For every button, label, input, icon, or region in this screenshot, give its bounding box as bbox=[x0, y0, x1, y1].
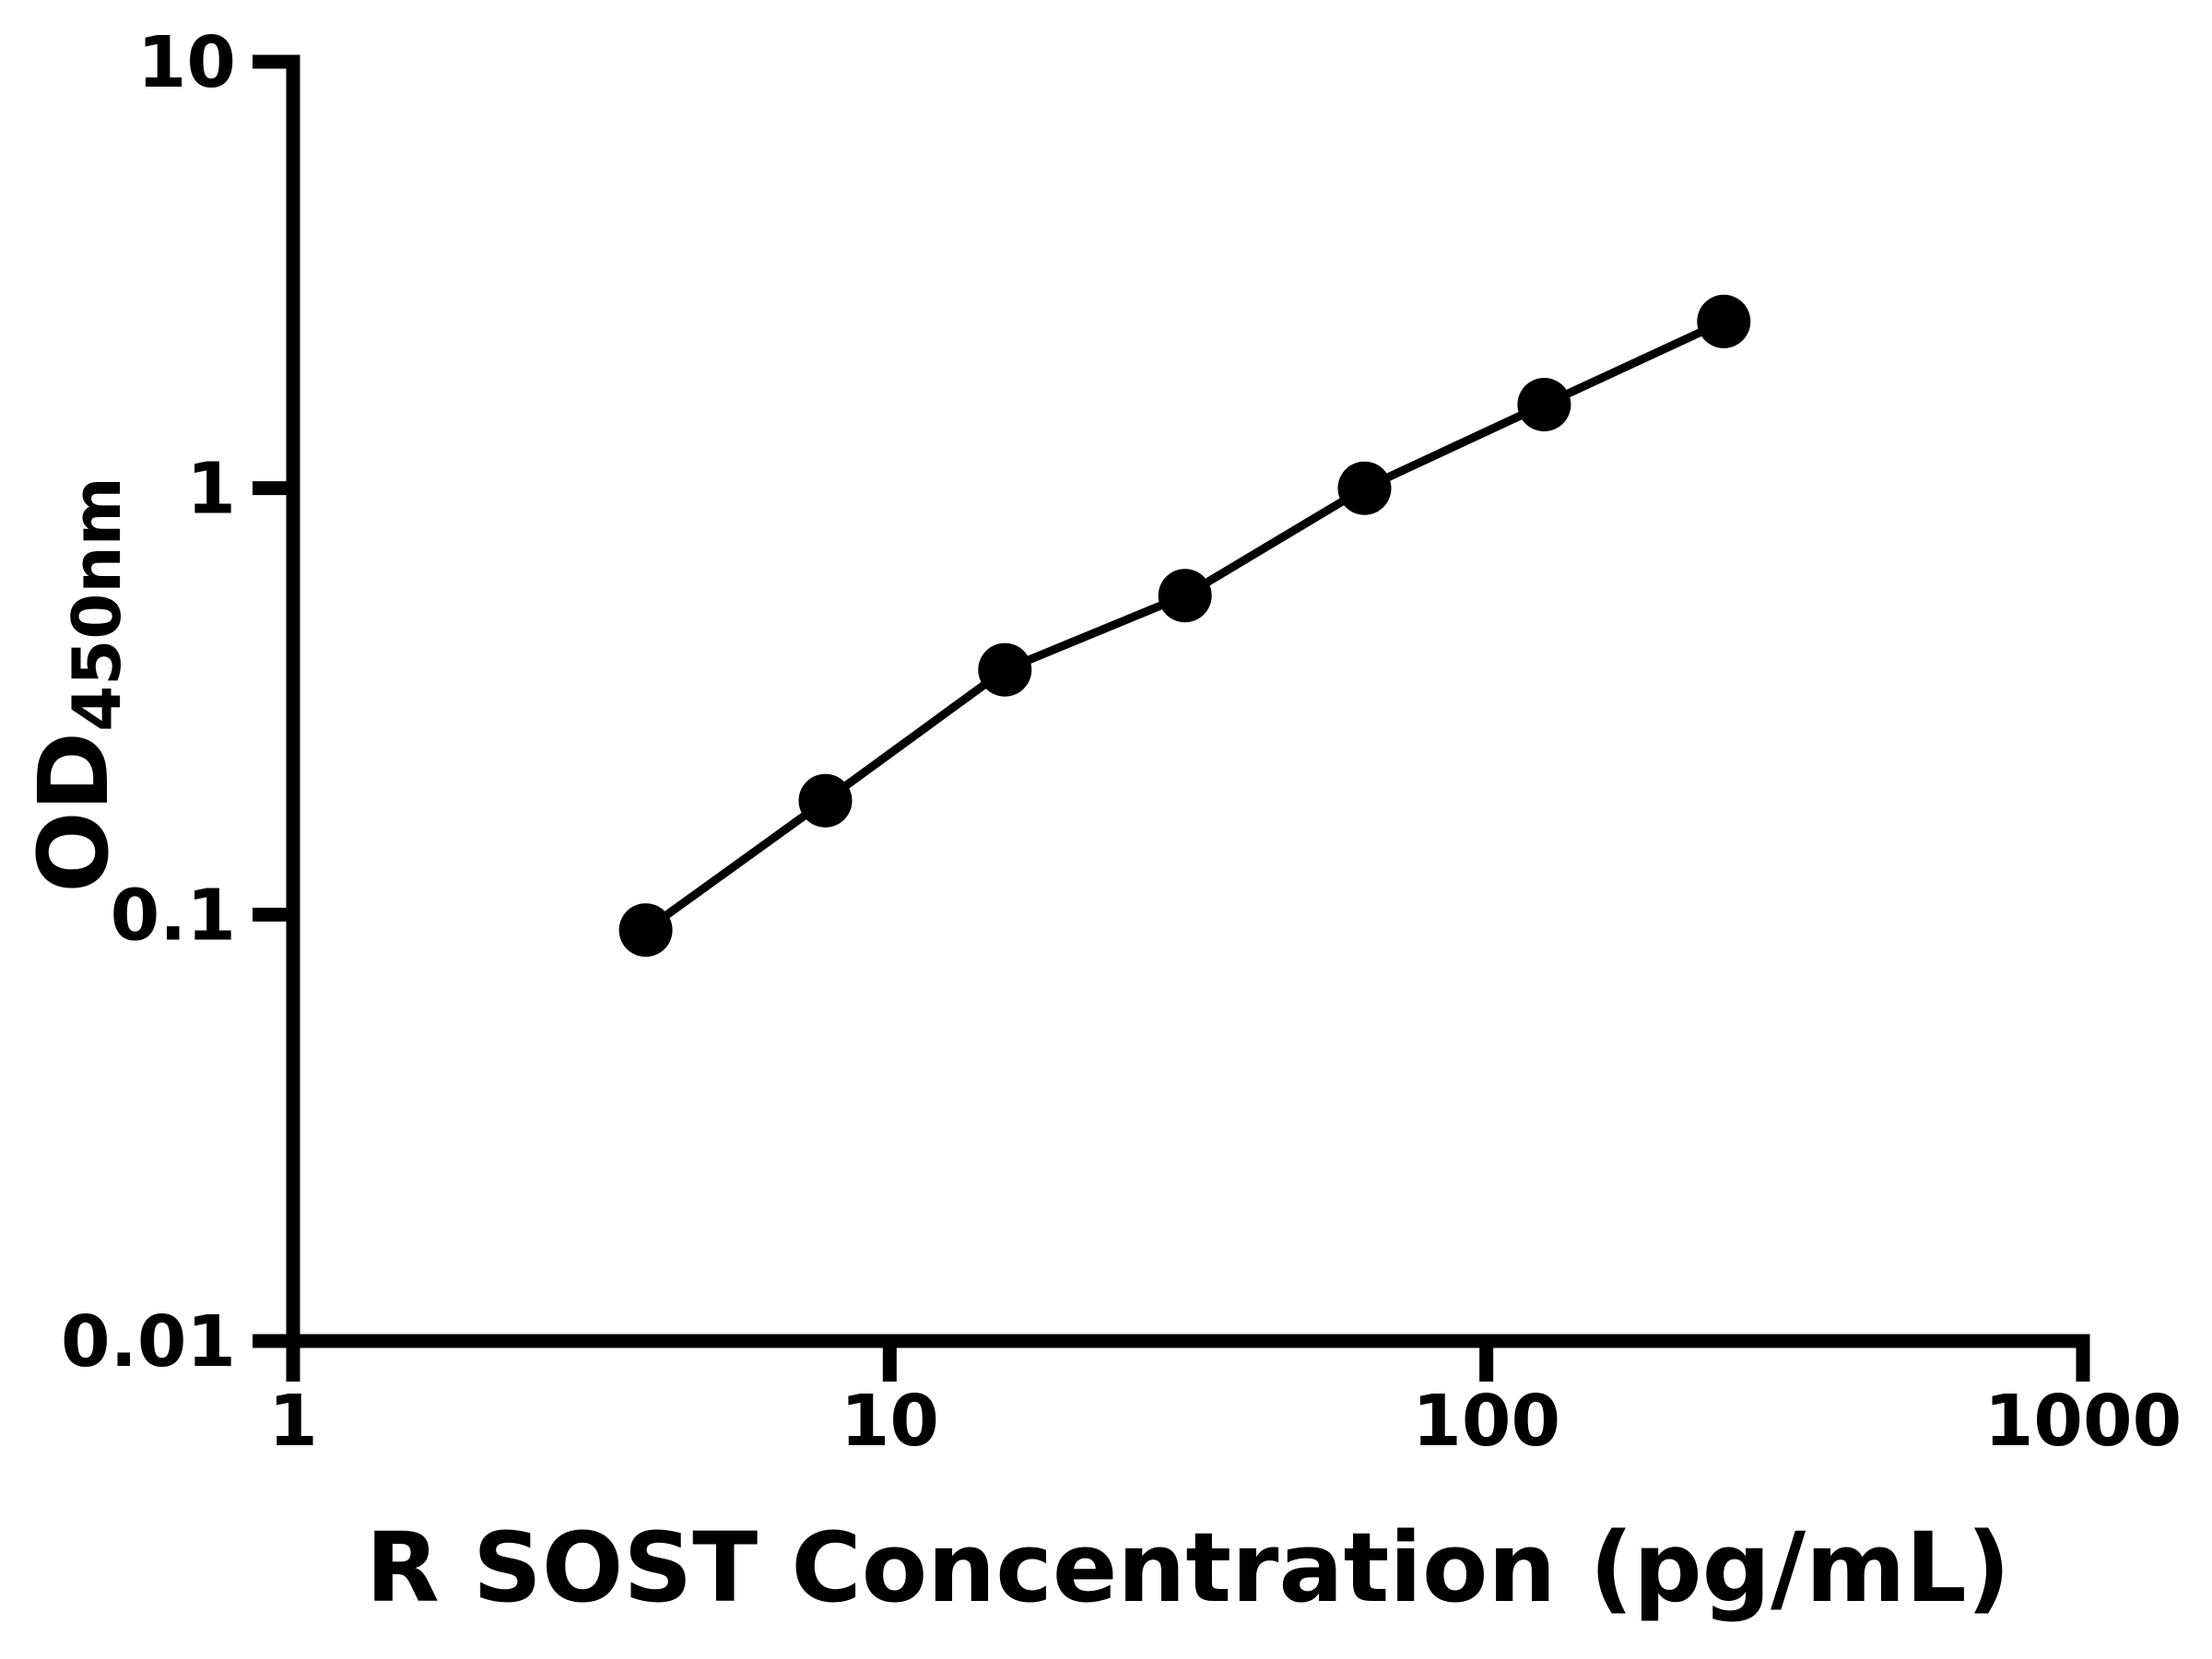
y-axis-title-main: OD bbox=[18, 731, 130, 893]
data-point bbox=[1697, 294, 1751, 348]
y-tick-label: 0.01 bbox=[61, 1301, 236, 1383]
data-point bbox=[1337, 461, 1392, 515]
x-tick-label: 10 bbox=[841, 1381, 939, 1463]
data-point bbox=[618, 903, 673, 958]
y-tick-label: 10 bbox=[137, 22, 236, 104]
y-axis-title: OD450nm bbox=[18, 477, 135, 892]
x-tick-label: 1 bbox=[268, 1381, 318, 1463]
x-tick-label: 1000 bbox=[1984, 1381, 2182, 1463]
data-point bbox=[1158, 569, 1212, 623]
data-point bbox=[798, 773, 853, 828]
data-point bbox=[978, 642, 1032, 697]
x-axis-title: R SOST Concentration (pg/mL) bbox=[365, 1512, 2011, 1624]
x-tick-label: 100 bbox=[1412, 1381, 1560, 1463]
y-axis-title-sub: 450nm bbox=[58, 477, 135, 732]
y-tick-label: 0.1 bbox=[111, 875, 236, 957]
y-tick-label: 1 bbox=[186, 449, 236, 531]
data-point bbox=[1517, 378, 1571, 431]
